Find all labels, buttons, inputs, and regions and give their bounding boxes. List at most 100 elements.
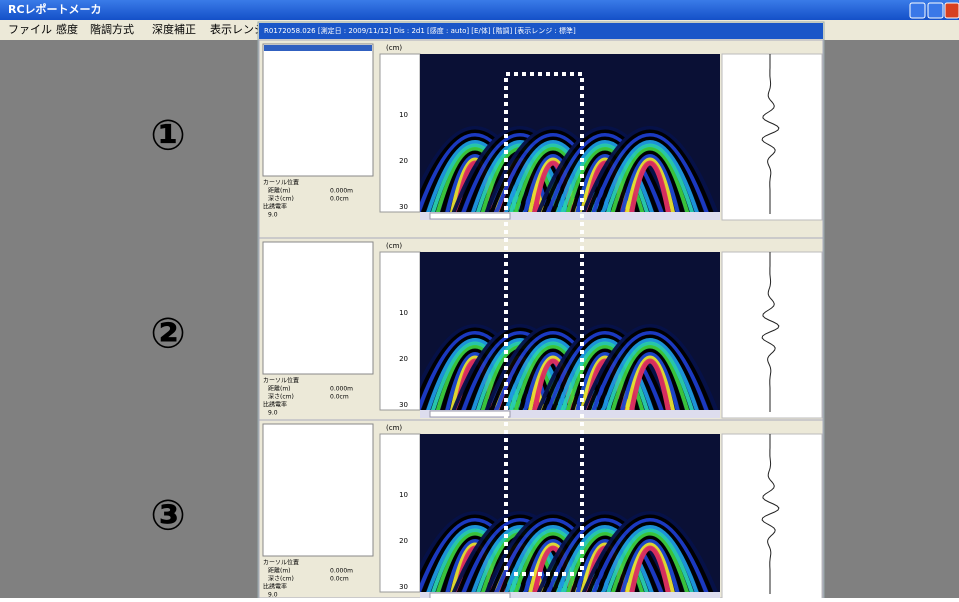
reflection-arc (536, 511, 674, 592)
window-title: R0172058.026 [測定日 : 2009/11/12] Dis : 2d… (264, 26, 576, 35)
cursor-label: カーソル位置 (263, 377, 299, 385)
menu-item[interactable]: ファイル (8, 23, 52, 36)
reflection-arc (615, 150, 685, 212)
permittivity-value: 9.0 (268, 410, 278, 417)
menu-item[interactable]: 感度 (56, 22, 78, 36)
selected-item (264, 45, 372, 51)
reflection-arc (541, 514, 669, 592)
depth-unit: (cm) (386, 44, 402, 52)
reflection-arc (610, 147, 690, 212)
file-list (262, 423, 374, 557)
distance-label: 距離(m) (268, 567, 291, 575)
trace-area (721, 433, 823, 601)
reflection-arc (541, 129, 669, 212)
distance-value: 0.000m (330, 568, 353, 575)
depth-label: 深さ(cm) (268, 575, 294, 583)
minimize-button[interactable] (909, 2, 926, 19)
cursor-label: カーソル位置 (263, 559, 299, 567)
depth-value: 0.0cm (330, 576, 349, 583)
scrollbar (420, 592, 720, 600)
depth-label: 深さ(cm) (268, 393, 294, 401)
reflection-arc (625, 157, 675, 212)
menu: ファイル 感度 階調方式 深度補正 表示レンジ (8, 22, 265, 36)
reflections (420, 511, 719, 592)
reflection-arc (625, 542, 675, 592)
trace-line (761, 54, 780, 214)
depth-tick-label: 30 (399, 203, 408, 211)
trace-area (721, 251, 823, 419)
reflection-arc (581, 324, 719, 410)
reflection-arc (606, 341, 694, 410)
reflections (420, 324, 719, 410)
reflection-arc (536, 126, 674, 212)
reflection-arc (586, 327, 714, 410)
depth-value: 0.0cm (330, 196, 349, 203)
reflection-arc (551, 136, 659, 212)
scroll-thumb[interactable] (429, 592, 511, 600)
reflections (420, 126, 719, 212)
reflection-arc (591, 518, 709, 592)
reflection-arc (546, 518, 664, 592)
trace-line (761, 434, 780, 594)
reflection-arc (556, 525, 654, 592)
reflection-arc (610, 345, 690, 410)
reflection-arc (611, 532, 689, 592)
menu-item[interactable]: 階調方式 (90, 22, 134, 36)
reflection-arc (620, 539, 680, 592)
scrollbar (420, 212, 720, 220)
file-list (262, 241, 374, 375)
reflection-arc (629, 358, 671, 410)
menu-item[interactable]: 表示レンジ (210, 22, 265, 36)
app-titlebar (0, 0, 959, 20)
close-button[interactable] (944, 2, 959, 19)
reflection-arc (596, 334, 704, 410)
reflection-arc (620, 154, 680, 212)
file-list (262, 43, 374, 177)
depth-axis (379, 433, 421, 593)
reflection-arc (581, 511, 719, 592)
depth-tick-label: 10 (399, 309, 408, 317)
reflection-arc (615, 535, 685, 592)
reflection-arc (596, 521, 704, 592)
maximize-button[interactable] (927, 2, 944, 19)
reflection-arc (556, 338, 654, 410)
reflection-arc (536, 324, 674, 410)
reflection-arc (591, 133, 709, 212)
scroll-thumb[interactable] (429, 410, 511, 418)
panel-number: ② (150, 309, 186, 358)
reflection-arc (596, 136, 704, 212)
scroll-thumb[interactable] (429, 212, 511, 220)
distance-label: 距離(m) (268, 385, 291, 393)
distance-value: 0.000m (330, 386, 353, 393)
reflection-arc (586, 129, 714, 212)
reflection-arc (615, 348, 685, 410)
window-titlebar (259, 23, 823, 39)
menu-item[interactable]: 深度補正 (152, 22, 196, 36)
reflection-arc (541, 327, 669, 410)
reflection-arc (556, 140, 654, 212)
depth-tick-label: 20 (399, 537, 408, 545)
reflection-arc (606, 143, 694, 212)
distance-value: 0.000m (330, 188, 353, 195)
reflection-arc (601, 525, 699, 592)
permittivity-label: 比誘電率 (263, 401, 287, 409)
depth-tick-label: 30 (399, 583, 408, 591)
reflection-arc (625, 355, 675, 410)
reflection-arc (586, 514, 714, 592)
reflection-arc (606, 528, 694, 592)
depth-value: 0.0cm (330, 394, 349, 401)
reflection-arc (546, 133, 664, 212)
reflection-arc (551, 334, 659, 410)
reflection-arc (629, 160, 671, 212)
reflection-arc (601, 140, 699, 212)
depth-tick-label: 10 (399, 111, 408, 119)
depth-axis (379, 251, 421, 411)
depth-axis (379, 53, 421, 213)
reflection-arc (601, 338, 699, 410)
scrollbar (420, 410, 720, 418)
reflection-arc (546, 331, 664, 410)
